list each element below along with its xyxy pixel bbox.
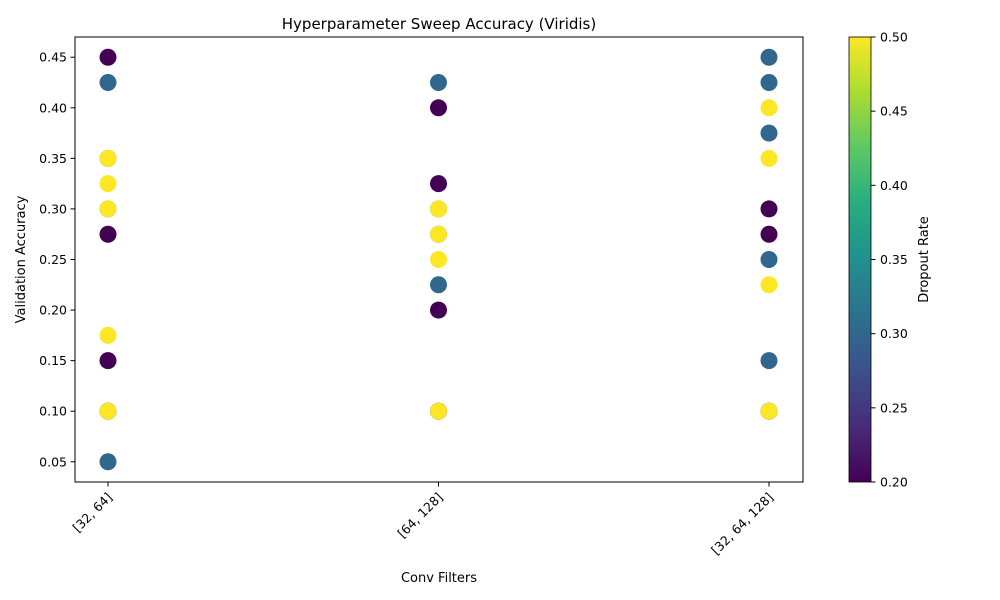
scatter-point — [99, 225, 117, 243]
scatter-point — [430, 175, 447, 193]
scatter-point — [99, 48, 117, 66]
y-tick-label: 0.35 — [39, 151, 67, 166]
y-tick-label: 0.05 — [39, 454, 67, 469]
scatter-point — [430, 402, 447, 420]
plot-frame — [74, 36, 804, 483]
scatter-point — [430, 301, 447, 319]
scatter-point — [760, 402, 778, 420]
y-axis-title: Validation Accuracy — [14, 195, 29, 323]
scatter-point — [760, 99, 778, 117]
colorbar-ticks: 0.20 0.25 0.30 0.35 0.40 0.45 0.50 — [871, 30, 908, 490]
scatter-point — [99, 149, 117, 167]
scatter-point — [760, 149, 778, 167]
colorbar — [848, 36, 872, 483]
y-axis-ticks: 0.05 0.10 0.15 0.20 0.25 0.30 0.35 0.40 0.45 — [39, 50, 75, 469]
x-axis-title: Conv Filters — [401, 571, 477, 586]
scatter-point — [760, 251, 778, 268]
scatter-point — [430, 74, 447, 92]
x-tick-label: [32, 64, 128] — [708, 490, 776, 558]
scatter-point — [430, 225, 447, 243]
colorbar-tick-label: 0.25 — [880, 400, 908, 415]
colorbar-tick-label: 0.35 — [880, 252, 908, 267]
x-axis-ticks: [32, 64] [64, 128] [32, 64, 128] — [70, 482, 776, 558]
scatter-point — [760, 74, 778, 92]
points-layer — [99, 48, 778, 471]
colorbar-tick-label: 0.45 — [880, 104, 908, 119]
scatter-point — [760, 352, 778, 370]
scatter-point — [99, 326, 117, 344]
y-tick-label: 0.45 — [39, 50, 67, 65]
scatter-point — [99, 175, 117, 193]
y-tick-label: 0.15 — [39, 353, 67, 368]
scatter-point — [99, 74, 117, 92]
chart-title: Hyperparameter Sweep Accuracy (Viridis) — [282, 15, 596, 33]
colorbar-title: Dropout Rate — [917, 216, 932, 303]
scatter-point — [430, 200, 447, 218]
colorbar-tick-label: 0.50 — [880, 30, 908, 45]
scatter-point — [760, 48, 778, 66]
x-tick-label: [64, 128] — [394, 490, 445, 541]
scatter-point — [99, 453, 117, 471]
scatter-point — [430, 251, 447, 268]
scatter-point — [99, 402, 117, 420]
scatter-point — [760, 200, 778, 218]
scatter-point — [760, 124, 778, 142]
y-tick-label: 0.40 — [39, 100, 67, 115]
y-tick-label: 0.10 — [39, 404, 67, 419]
colorbar-tick-label: 0.30 — [880, 326, 908, 341]
colorbar-tick-label: 0.20 — [880, 475, 908, 490]
scatter-point — [760, 225, 778, 243]
scatter-point — [99, 352, 117, 370]
y-tick-label: 0.25 — [39, 252, 67, 267]
scatter-point — [430, 99, 447, 117]
scatter-point — [760, 276, 778, 294]
colorbar-tick-label: 0.40 — [880, 178, 908, 193]
scatter-point — [430, 276, 447, 294]
y-tick-label: 0.30 — [39, 201, 67, 216]
x-tick-label: [32, 64] — [70, 490, 116, 536]
y-tick-label: 0.20 — [39, 303, 67, 318]
scatter-point — [99, 200, 117, 218]
